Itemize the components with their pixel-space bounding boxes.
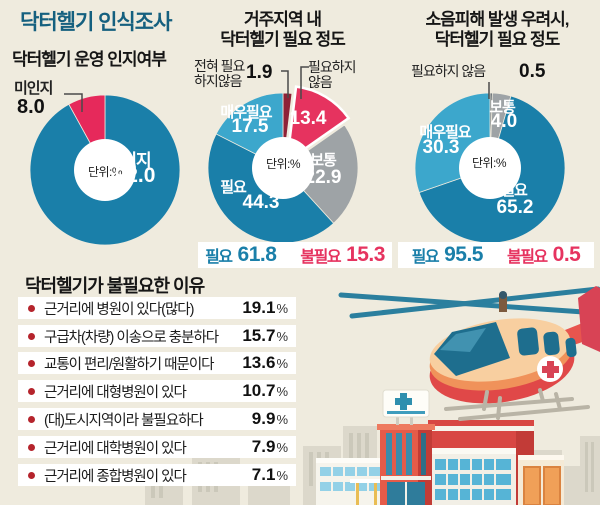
chart3-title: 소음피해 발생 우려시, 닥터헬기 필요 정도 [425, 10, 570, 49]
reason-row: 교통이 편리/원활하기 때문이다 13.6% [18, 352, 296, 374]
chart1-title: 닥터헬기 운영 인지여부 [12, 50, 167, 69]
bullet-icon [28, 359, 35, 367]
chart3-summary-negative-value: 0.5 [552, 243, 581, 266]
chart3-summary-negative-label: 불필요 [506, 249, 548, 266]
reason-row: (대)도시지역이라 불필요하다 9.9% [18, 408, 296, 430]
chart3-callout-value: 0.5 [519, 61, 546, 82]
reason-row: 근거리에 종합병원이 있다 7.1% [18, 464, 296, 486]
chart1-slice-label: 인지 [121, 151, 151, 170]
bullet-icon [28, 443, 35, 451]
reason-row: 근거리에 병원이 있다(많다) 19.1% [18, 297, 296, 319]
chart2-summary-bar: 필요 61.8 불필요 15.3 [198, 242, 392, 268]
reasons-title: 닥터헬기가 불필요한 이유 [25, 276, 205, 296]
chart2-summary-negative-value: 15.3 [346, 243, 385, 266]
bullet-icon [28, 415, 35, 423]
chart2-unit-label: 단위:% [265, 157, 301, 171]
chart3-label-verynecessary: 매우필요 [419, 124, 471, 141]
chart2-label-necessary: 필요 [220, 179, 247, 196]
hospital-buildings [316, 420, 564, 505]
chart2-callout-right-line2: 않음 [308, 74, 333, 90]
chart2-summary-positive-value: 61.8 [237, 243, 277, 266]
residence-need-donut-chart [207, 85, 359, 244]
reason-row: 구급차(차량) 이송으로 충분하다 15.7% [18, 325, 296, 347]
chart3-value-necessary: 65.2 [496, 197, 534, 218]
chart2-callout-left-line1: 전혀 필요 [194, 58, 245, 74]
chart2-value-neutral: 22.9 [304, 167, 342, 188]
chart3-label-neutral: 보통 [489, 99, 516, 116]
chart1-callout-label: 미인지 [14, 80, 53, 97]
chart2-callout-left-value: 1.9 [246, 62, 273, 83]
chart3-label-necessary: 필요 [501, 182, 528, 199]
chart2-summary-negative-label: 불필요 [300, 249, 341, 266]
chart3-summary-positive-label: 필요 [411, 249, 440, 266]
chart2-label-verynecessary: 매우필요 [220, 104, 272, 121]
rotor-blades-icon [338, 286, 600, 319]
chart3-summary-positive-value: 95.5 [444, 243, 483, 266]
chart2-value-notneeded: 13.4 [289, 108, 327, 129]
page-title: 닥터헬기 인식조사 [20, 11, 172, 34]
chart2-callout-right-line1: 필요하지 [308, 59, 357, 75]
medical-cross-badge-icon [537, 356, 563, 382]
chart2-callout-left-line2: 하지않음 [194, 73, 243, 89]
chart2-label-neutral: 보통 [310, 152, 337, 169]
reason-row: 근거리에 대형병원이 있다 10.7% [18, 380, 296, 402]
chart3-value-neutral: 4.0 [490, 111, 518, 132]
chart2-title: 거주지역 내 닥터헬기 필요 정도 [220, 10, 346, 49]
bullet-icon [28, 304, 35, 312]
hospital-cross-sign [382, 389, 430, 425]
chart1-unit-label: 단위:% [87, 165, 123, 179]
chart3-callout-label: 필요하지 않음 [411, 63, 486, 79]
chart2-summary-positive-label: 필요 [205, 249, 233, 266]
bullet-icon [28, 332, 35, 340]
noise-need-donut-chart [414, 92, 566, 244]
chart3-summary-bar: 필요 95.5 불필요 0.5 [398, 242, 594, 268]
reason-row: 근거리에 대학병원이 있다 7.9% [18, 436, 296, 458]
bullet-icon [28, 471, 35, 479]
landing-skids-icon [444, 388, 590, 421]
chart2-value-necessary: 44.3 [242, 192, 280, 213]
chart1-slice-value: 92.0 [114, 164, 156, 187]
bullet-icon [28, 387, 35, 395]
cabin-windows-icon [517, 327, 577, 358]
chart3-unit-label: 단위:% [471, 156, 507, 170]
chart3-value-verynecessary: 30.3 [422, 137, 460, 158]
medical-helicopter-illustration [338, 286, 600, 421]
awareness-donut-chart [29, 94, 181, 246]
chart2-value-verynecessary: 17.5 [231, 116, 269, 137]
chart1-callout-value: 8.0 [17, 96, 45, 118]
